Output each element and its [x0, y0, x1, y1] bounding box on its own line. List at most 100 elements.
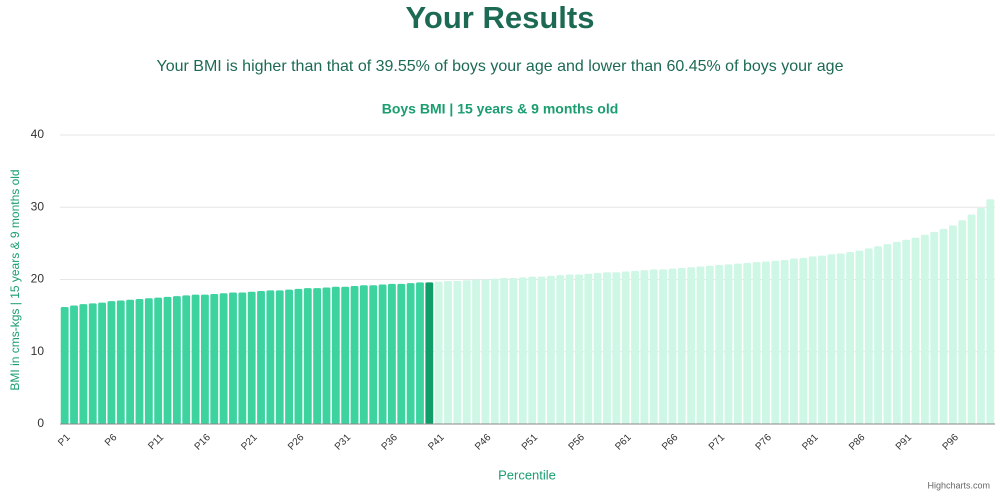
bar — [911, 237, 920, 424]
bar — [668, 268, 677, 424]
x-tick-label: P96 — [941, 432, 962, 453]
bar — [60, 306, 69, 424]
x-tick-label: P91 — [894, 432, 915, 453]
bar — [144, 298, 153, 424]
x-tick-label: P81 — [800, 432, 821, 453]
bar — [70, 305, 78, 424]
bar — [285, 289, 294, 424]
x-tick-label: P21 — [239, 432, 260, 453]
bar — [649, 269, 658, 424]
bar — [387, 283, 396, 424]
bar — [986, 199, 995, 424]
bar — [752, 262, 761, 424]
credit: Highcharts.com — [927, 480, 990, 490]
bar — [827, 254, 836, 424]
bar — [434, 281, 443, 424]
page-subtitle: Your BMI is higher than that of 39.55% o… — [157, 58, 844, 75]
bar — [948, 225, 957, 424]
bar — [500, 278, 509, 424]
x-axis-title: Percentile — [498, 467, 556, 482]
bar — [453, 280, 462, 424]
bar — [902, 239, 911, 424]
bar — [705, 265, 714, 424]
y-tick-label: 0 — [37, 416, 44, 430]
bar — [266, 290, 275, 424]
bar — [462, 280, 471, 424]
bar — [724, 264, 733, 424]
bar — [761, 261, 770, 424]
bar — [836, 253, 845, 424]
bar — [247, 291, 256, 424]
bar — [677, 267, 686, 424]
x-tick-label: P86 — [847, 432, 868, 453]
x-tick-label: P51 — [520, 432, 541, 453]
bar — [846, 252, 855, 424]
x-tick-label: P36 — [380, 432, 401, 453]
bar — [977, 207, 985, 424]
y-axis-title: BMI in cms-kgs | 15 years & 9 months old — [8, 169, 22, 390]
bar — [98, 302, 107, 424]
x-tick-label: P41 — [426, 432, 447, 453]
bar — [771, 260, 780, 424]
x-tick-label: P6 — [103, 432, 120, 449]
bar — [659, 269, 668, 424]
bar — [864, 248, 873, 424]
bar — [715, 265, 724, 424]
bar — [874, 246, 883, 424]
chart-title: Boys BMI | 15 years & 9 months old — [382, 101, 619, 117]
bar — [790, 258, 798, 424]
bar — [546, 275, 555, 424]
bar — [537, 276, 546, 424]
bar — [294, 288, 303, 424]
bar — [229, 292, 237, 424]
x-tick-label: P1 — [56, 432, 73, 449]
x-tick-label: P16 — [193, 432, 214, 453]
bar — [892, 241, 901, 424]
bar — [397, 283, 406, 424]
bar — [359, 285, 368, 424]
bar — [930, 231, 939, 424]
bar — [920, 234, 929, 424]
bar — [528, 276, 537, 424]
x-tick-label: P56 — [567, 432, 588, 453]
bar — [154, 297, 163, 424]
bar — [163, 296, 172, 424]
bar — [88, 303, 97, 424]
bar — [574, 274, 583, 424]
bar — [378, 284, 387, 424]
bar — [472, 279, 481, 424]
bar — [565, 274, 574, 424]
bar — [621, 271, 630, 424]
bar — [416, 282, 424, 424]
bar — [341, 286, 350, 424]
bar — [303, 288, 312, 424]
bar — [191, 294, 200, 424]
bar — [818, 255, 826, 424]
bar — [780, 259, 789, 424]
x-tick-label: P66 — [660, 432, 681, 453]
bar — [238, 292, 247, 424]
bar — [687, 267, 696, 424]
bar — [958, 220, 967, 424]
bar — [883, 244, 892, 424]
bar — [490, 278, 499, 424]
bar — [593, 272, 602, 424]
x-tick-label: P71 — [707, 432, 728, 453]
bar — [126, 299, 135, 424]
bar — [107, 301, 116, 424]
bar — [808, 256, 817, 424]
y-tick-label: 10 — [31, 344, 45, 358]
bar — [135, 299, 144, 424]
x-tick-label: P11 — [146, 432, 166, 452]
bar — [116, 300, 125, 424]
y-tick-label: 30 — [31, 199, 45, 213]
bar — [509, 278, 518, 424]
x-tick-label: P76 — [754, 432, 775, 453]
bar — [182, 295, 191, 424]
bar — [444, 280, 452, 424]
x-tick-label: P31 — [333, 432, 354, 453]
bar — [257, 291, 265, 424]
bar — [603, 272, 611, 424]
